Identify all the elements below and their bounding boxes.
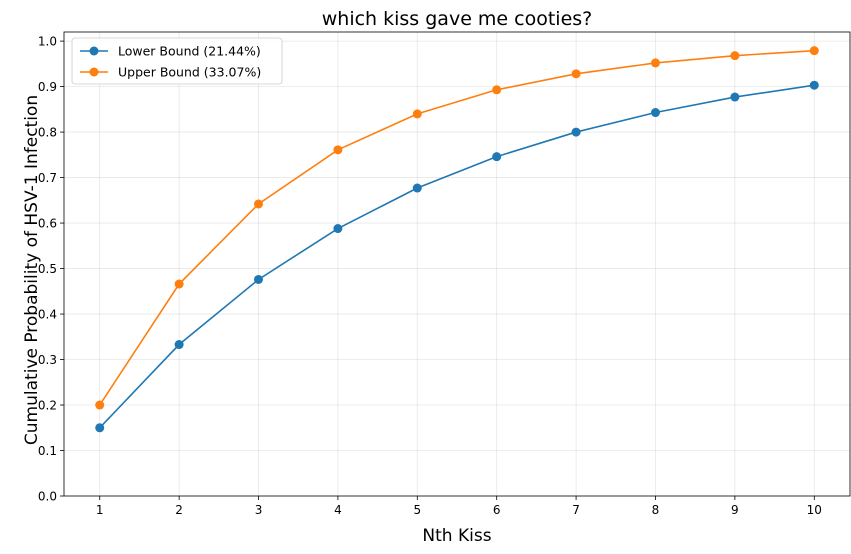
data-point <box>412 109 422 119</box>
data-point <box>333 224 343 234</box>
x-tick-label: 10 <box>807 503 822 517</box>
y-tick-label: 0.5 <box>38 262 57 276</box>
x-tick-label: 6 <box>493 503 501 517</box>
x-tick-label: 7 <box>572 503 580 517</box>
x-tick-label: 2 <box>175 503 183 517</box>
data-point <box>730 92 740 102</box>
data-point <box>809 80 819 90</box>
plot-border <box>63 31 851 497</box>
legend-label: Lower Bound (21.44%) <box>118 44 261 59</box>
y-tick-label: 0.2 <box>38 399 57 413</box>
series-2 <box>95 46 819 410</box>
data-point <box>571 127 581 137</box>
x-tick-label: 3 <box>255 503 263 517</box>
y-tick-label: 0.6 <box>38 217 57 231</box>
axis-ticks: 1 2 3 4 5 6 7 8 9 10 0.0 0.1 0.2 0.3 0.4 0.5 0.6 0.7 0.8 0.… <box>38 35 822 517</box>
data-point <box>174 279 184 289</box>
data-point <box>492 85 502 95</box>
data-point <box>254 274 264 284</box>
data-point <box>254 199 264 209</box>
legend-marker <box>89 67 99 77</box>
y-tick-label: 0.7 <box>38 171 57 185</box>
data-point <box>95 423 105 433</box>
y-tick-label: 0.8 <box>38 126 57 140</box>
x-tick-label: 9 <box>731 503 739 517</box>
series-line <box>99 84 815 429</box>
x-tick-label: 4 <box>334 503 342 517</box>
y-tick-label: 0.3 <box>38 353 57 367</box>
y-tick-label: 0.4 <box>38 308 57 322</box>
data-point <box>95 400 105 410</box>
data-point <box>174 340 184 350</box>
data-point <box>650 58 660 68</box>
chart-title: which kiss gave me cooties? <box>322 8 593 30</box>
y-tick-label: 0.1 <box>38 444 57 458</box>
data-point <box>492 152 502 162</box>
y-tick-label: 0.9 <box>38 80 57 94</box>
data-point <box>809 46 819 56</box>
data-point <box>730 51 740 61</box>
series-line <box>99 49 815 406</box>
legend-box <box>71 37 283 85</box>
data-point <box>333 145 343 155</box>
x-tick-label: 5 <box>413 503 421 517</box>
legend: Lower Bound (21.44%) Upper Bound (33.07%) <box>71 37 283 85</box>
data-point <box>650 108 660 118</box>
series-1 <box>95 80 819 433</box>
data-point <box>571 69 581 79</box>
series-layer <box>95 46 819 433</box>
y-tick-label: 1.0 <box>38 35 57 49</box>
x-tick-label: 1 <box>96 503 104 517</box>
plot-frame <box>63 31 851 497</box>
y-tick-label: 0.0 <box>38 490 57 504</box>
y-axis-label: Cumulative Probability of HSV-1 Infectio… <box>22 95 42 445</box>
legend-marker <box>89 46 99 56</box>
data-point <box>412 183 422 193</box>
x-tick-label: 8 <box>652 503 660 517</box>
legend-label: Upper Bound (33.07%) <box>118 65 261 80</box>
x-axis-label: Nth Kiss <box>422 526 491 546</box>
